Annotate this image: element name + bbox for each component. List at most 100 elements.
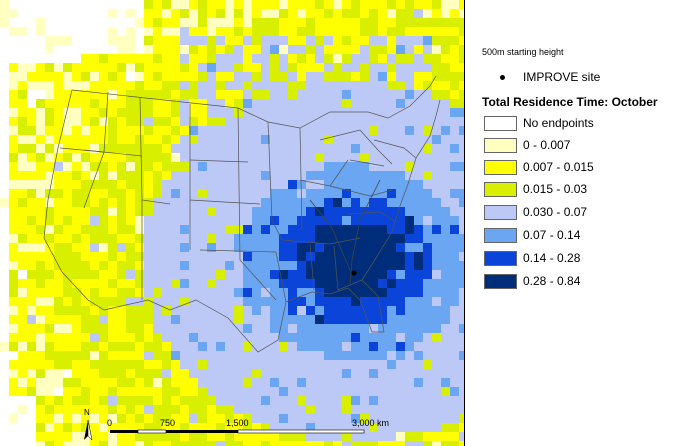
grid-cell — [90, 423, 99, 432]
grid-cell — [189, 387, 198, 396]
grid-cell — [297, 225, 306, 234]
grid-cell — [216, 351, 225, 360]
grid-cell — [315, 63, 324, 72]
grid-cell — [180, 297, 189, 306]
grid-cell — [45, 171, 54, 180]
grid-cell — [333, 369, 342, 378]
grid-cell — [198, 117, 207, 126]
grid-cell — [18, 315, 27, 324]
grid-cell — [378, 45, 387, 54]
grid-cell — [207, 81, 216, 90]
grid-cell — [315, 279, 324, 288]
grid-cell — [324, 117, 333, 126]
grid-cell — [99, 135, 108, 144]
grid-cell — [450, 135, 459, 144]
grid-cell — [117, 288, 126, 297]
grid-cell — [117, 54, 126, 63]
grid-cell — [126, 36, 135, 45]
grid-cell — [153, 18, 162, 27]
grid-cell — [63, 81, 72, 90]
grid-cell — [207, 198, 216, 207]
grid-cell — [387, 351, 396, 360]
grid-cell — [297, 108, 306, 117]
grid-cell — [270, 288, 279, 297]
grid-cell — [117, 135, 126, 144]
grid-cell — [27, 207, 36, 216]
grid-cell — [270, 342, 279, 351]
grid-cell — [18, 63, 27, 72]
grid-cell — [459, 45, 464, 54]
grid-cell — [189, 63, 198, 72]
grid-cell — [153, 351, 162, 360]
grid-cell — [432, 333, 441, 342]
grid-cell — [279, 342, 288, 351]
grid-cell — [36, 270, 45, 279]
grid-cell — [45, 135, 54, 144]
grid-cell — [315, 54, 324, 63]
grid-cell — [63, 153, 72, 162]
grid-cell — [54, 198, 63, 207]
grid-cell — [45, 216, 54, 225]
grid-cell — [54, 324, 63, 333]
grid-cell — [81, 153, 90, 162]
grid-cell — [126, 387, 135, 396]
grid-cell — [243, 189, 252, 198]
grid-cell — [315, 108, 324, 117]
grid-cell — [198, 441, 207, 446]
improve-site-marker[interactable] — [351, 270, 357, 276]
grid-cell — [99, 405, 108, 414]
grid-cell — [216, 9, 225, 18]
grid-cell — [162, 288, 171, 297]
grid-cell — [9, 333, 18, 342]
grid-cell — [378, 36, 387, 45]
grid-cell — [270, 351, 279, 360]
grid-cell — [9, 288, 18, 297]
grid-cell — [171, 108, 180, 117]
grid-cell — [279, 144, 288, 153]
grid-cell — [153, 36, 162, 45]
grid-cell — [162, 369, 171, 378]
grid-cell — [225, 0, 234, 9]
grid-cell — [180, 54, 189, 63]
grid-cell — [360, 189, 369, 198]
grid-cell — [351, 324, 360, 333]
grid-cell — [234, 378, 243, 387]
grid-cell — [171, 342, 180, 351]
grid-cell — [126, 108, 135, 117]
grid-cell — [180, 279, 189, 288]
grid-cell — [153, 144, 162, 153]
grid-cell — [99, 324, 108, 333]
grid-cell — [189, 243, 198, 252]
grid-cell — [81, 117, 90, 126]
residence-time-map — [0, 0, 464, 446]
grid-cell — [171, 369, 180, 378]
grid-cell — [414, 315, 423, 324]
grid-cell — [180, 9, 189, 18]
grid-cell — [351, 144, 360, 153]
grid-cell — [423, 171, 432, 180]
grid-cell — [333, 198, 342, 207]
grid-cell — [333, 297, 342, 306]
grid-cell — [198, 45, 207, 54]
grid-cell — [297, 162, 306, 171]
grid-cell — [261, 243, 270, 252]
grid-cell — [72, 225, 81, 234]
grid-cell — [360, 252, 369, 261]
grid-cell — [225, 126, 234, 135]
grid-cell — [315, 387, 324, 396]
grid-cell — [333, 108, 342, 117]
grid-cell — [117, 270, 126, 279]
grid-cell — [162, 45, 171, 54]
grid-cell — [351, 288, 360, 297]
grid-cell — [333, 90, 342, 99]
grid-cell — [27, 198, 36, 207]
grid-cell — [243, 0, 252, 9]
grid-cell — [324, 198, 333, 207]
grid-cell — [405, 171, 414, 180]
grid-cell — [423, 198, 432, 207]
grid-cell — [324, 378, 333, 387]
grid-cell — [369, 405, 378, 414]
grid-cell — [135, 135, 144, 144]
grid-cell — [180, 207, 189, 216]
grid-cell — [72, 243, 81, 252]
